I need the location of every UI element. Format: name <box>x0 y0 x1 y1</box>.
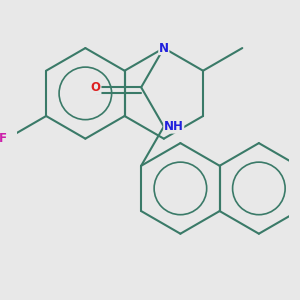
Text: F: F <box>0 132 7 145</box>
Text: NH: NH <box>164 120 184 133</box>
Text: O: O <box>91 81 101 94</box>
Text: N: N <box>159 42 169 55</box>
